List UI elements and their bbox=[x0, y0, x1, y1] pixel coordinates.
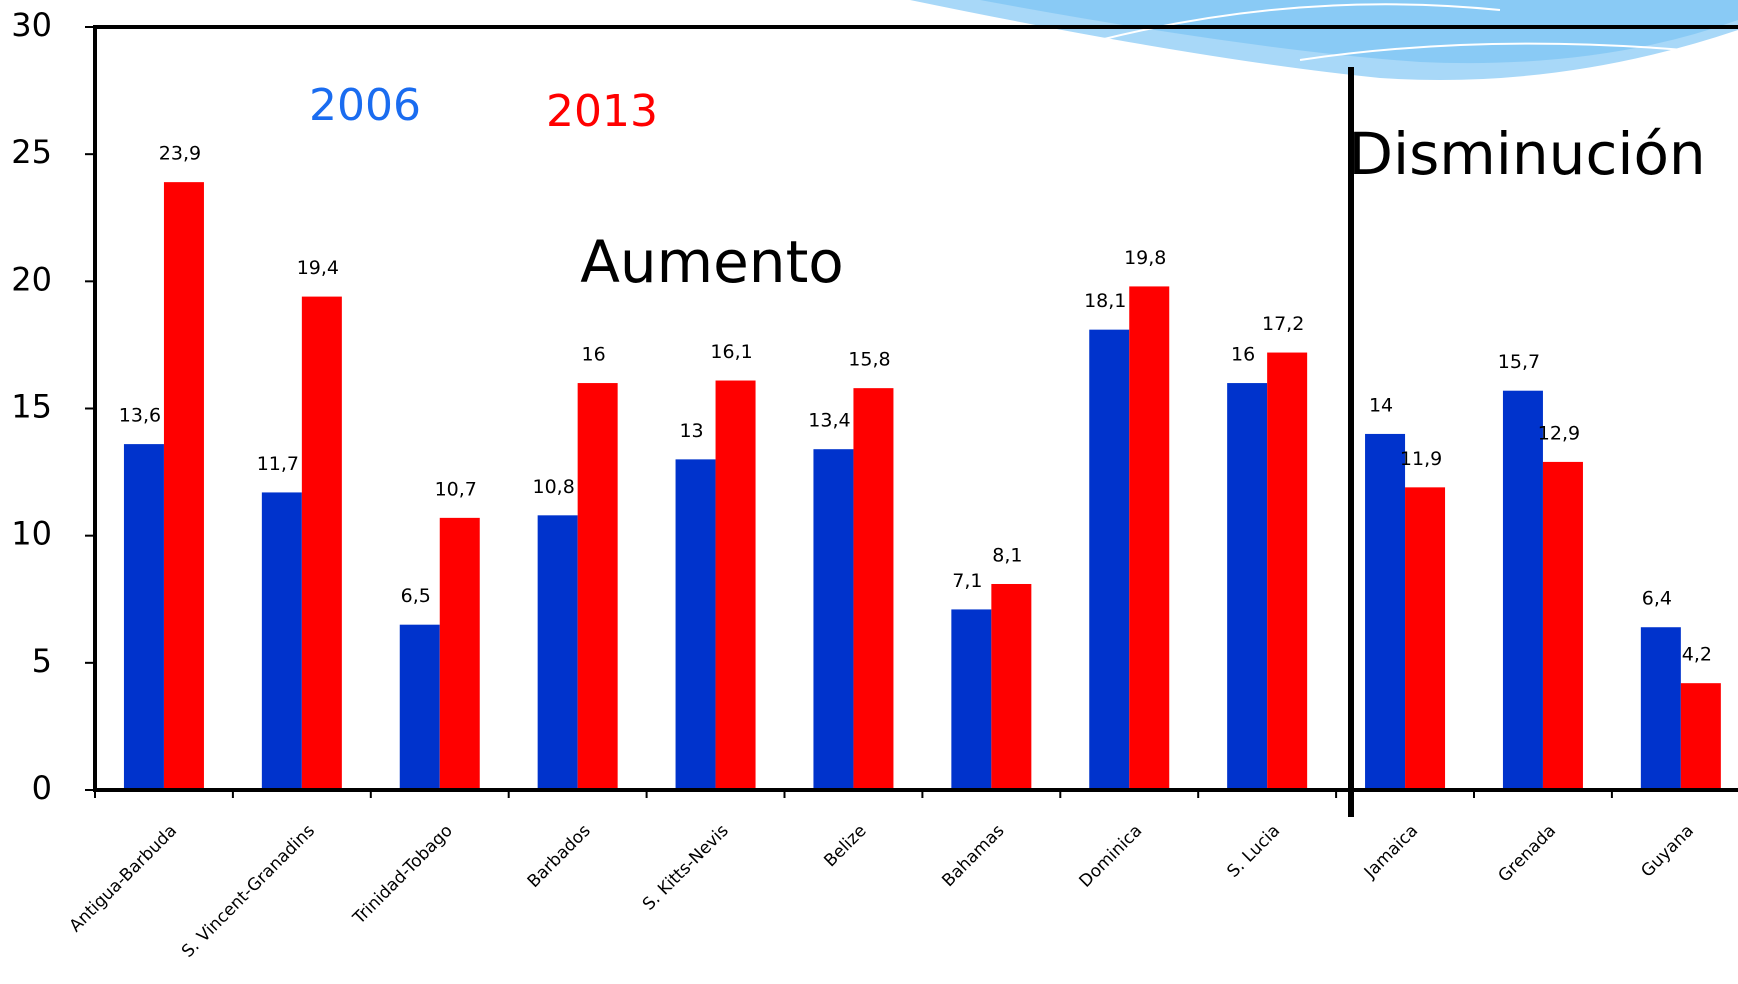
bar bbox=[675, 459, 716, 790]
legend-label: 2013 bbox=[546, 86, 658, 137]
bar bbox=[577, 383, 618, 790]
bar bbox=[123, 444, 164, 790]
value-label: 11,7 bbox=[257, 453, 299, 475]
x-tick-label: S. Vincent-Granadins bbox=[178, 821, 319, 962]
decoration bbox=[910, 0, 1738, 80]
value-label: 6,5 bbox=[401, 585, 431, 607]
y-tick-label: 10 bbox=[11, 515, 52, 553]
value-label: 7,1 bbox=[952, 570, 982, 592]
value-label: 6,4 bbox=[1642, 588, 1672, 610]
bar bbox=[1640, 627, 1681, 790]
x-tick-label: Grenada bbox=[1495, 821, 1561, 887]
bar bbox=[1405, 487, 1446, 790]
bar bbox=[813, 449, 854, 790]
value-label: 13,6 bbox=[119, 405, 161, 427]
bar bbox=[1129, 286, 1170, 790]
bar bbox=[537, 515, 578, 790]
value-label: 10,7 bbox=[435, 478, 477, 500]
bar bbox=[1267, 352, 1308, 790]
value-label: 17,2 bbox=[1262, 313, 1304, 335]
value-label: 12,9 bbox=[1538, 422, 1580, 444]
value-label: 18,1 bbox=[1084, 290, 1126, 312]
annotation: Disminución bbox=[1348, 120, 1705, 188]
value-label: 15,7 bbox=[1498, 351, 1540, 373]
y-tick-label: 30 bbox=[11, 6, 52, 44]
value-label: 16 bbox=[582, 344, 606, 366]
bar bbox=[1089, 329, 1130, 790]
x-tick-label: Antigua-Barbuda bbox=[66, 821, 181, 936]
x-tick-label: S. Kitts-Nevis bbox=[639, 821, 733, 915]
value-label: 16 bbox=[1231, 344, 1255, 366]
bar bbox=[163, 182, 204, 791]
x-tick-label: S. Lucia bbox=[1223, 821, 1284, 882]
bar bbox=[1227, 383, 1268, 790]
value-label: 19,8 bbox=[1124, 247, 1166, 269]
value-label: 23,9 bbox=[159, 143, 201, 165]
bar bbox=[1502, 390, 1543, 790]
value-label: 19,4 bbox=[297, 257, 339, 279]
y-tick-label: 15 bbox=[11, 388, 52, 426]
y-tick-label: 25 bbox=[11, 133, 52, 171]
value-label: 15,8 bbox=[848, 349, 890, 371]
value-label: 10,8 bbox=[532, 476, 574, 498]
x-tick-label: Barbados bbox=[524, 821, 595, 892]
bar bbox=[715, 380, 756, 790]
legend-label: 2006 bbox=[309, 80, 421, 131]
bar bbox=[301, 296, 342, 790]
bar bbox=[1365, 433, 1406, 790]
value-label: 13,4 bbox=[808, 410, 850, 432]
bar bbox=[261, 492, 302, 790]
value-label: 4,2 bbox=[1682, 644, 1712, 666]
bar bbox=[951, 609, 992, 790]
x-tick-label: Belize bbox=[820, 821, 870, 871]
x-tick-label: Trinidad-Tobago bbox=[349, 821, 457, 929]
x-tick-label: Dominica bbox=[1076, 821, 1147, 892]
y-tick-label: 5 bbox=[32, 642, 52, 680]
x-tick-label: Guyana bbox=[1637, 821, 1698, 882]
bar bbox=[1680, 683, 1721, 790]
x-tick-label: Bahamas bbox=[938, 821, 1008, 891]
bar bbox=[991, 583, 1032, 790]
value-label: 13 bbox=[679, 420, 703, 442]
y-tick-label: 0 bbox=[32, 769, 52, 807]
y-tick-label: 20 bbox=[11, 260, 52, 298]
value-label: 11,9 bbox=[1400, 448, 1442, 470]
annotation: Aumento bbox=[580, 228, 844, 296]
value-label: 14 bbox=[1369, 394, 1393, 416]
x-tick-label: Jamaica bbox=[1360, 821, 1422, 883]
value-label: 8,1 bbox=[992, 544, 1022, 566]
bar bbox=[853, 388, 894, 790]
bar bbox=[439, 517, 480, 790]
bar bbox=[399, 624, 440, 790]
value-label: 16,1 bbox=[710, 341, 752, 363]
bar bbox=[1542, 461, 1583, 790]
